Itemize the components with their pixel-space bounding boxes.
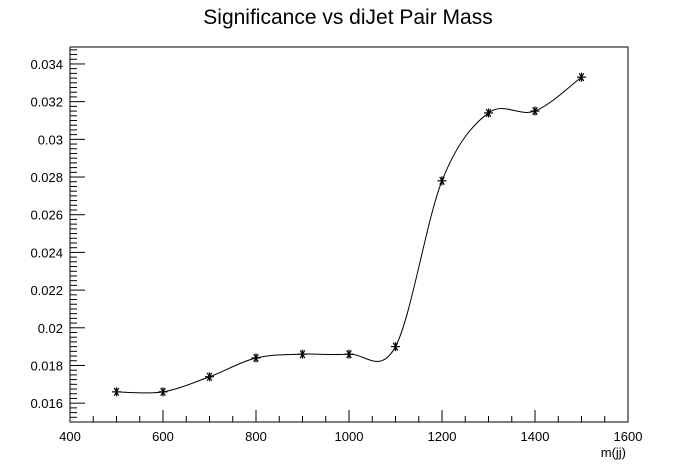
y-tick-label: 0.026 bbox=[30, 208, 63, 223]
x-tick-label: 400 bbox=[59, 429, 81, 444]
data-point bbox=[205, 372, 214, 382]
y-tick-label: 0.016 bbox=[30, 396, 63, 411]
series-line bbox=[116, 76, 582, 394]
x-tick-label: 1600 bbox=[614, 429, 643, 444]
x-axis-ticks: 400 600 800 1000 1200 1400 1600 bbox=[59, 410, 642, 444]
data-point bbox=[530, 106, 540, 116]
plot-frame bbox=[69, 46, 629, 423]
x-axis-label: m(jj) bbox=[601, 445, 626, 460]
x-tick-label: 1200 bbox=[428, 429, 457, 444]
y-tick-label: 0.028 bbox=[30, 170, 63, 185]
data-point bbox=[484, 108, 493, 118]
chart-title: Significance vs diJet Pair Mass bbox=[203, 6, 492, 29]
data-point bbox=[437, 176, 447, 186]
y-tick-label: 0.03 bbox=[38, 132, 63, 147]
y-tick-label: 0.022 bbox=[30, 283, 63, 298]
data-point bbox=[391, 342, 400, 352]
data-point bbox=[158, 387, 168, 397]
x-tick-label: 800 bbox=[245, 429, 267, 444]
y-tick-label: 0.032 bbox=[30, 95, 63, 110]
data-markers bbox=[112, 72, 586, 397]
y-tick-label: 0.02 bbox=[38, 321, 63, 336]
y-tick-label: 0.034 bbox=[30, 57, 63, 72]
data-point bbox=[112, 387, 121, 397]
y-tick-label: 0.018 bbox=[30, 358, 63, 373]
data-point bbox=[251, 353, 261, 363]
x-tick-label: 1000 bbox=[335, 429, 364, 444]
x-tick-label: 600 bbox=[152, 429, 174, 444]
data-point bbox=[298, 349, 307, 359]
x-tick-label: 1400 bbox=[521, 429, 550, 444]
minor-ticks bbox=[70, 49, 606, 423]
data-point bbox=[577, 72, 586, 82]
y-tick-label: 0.024 bbox=[30, 245, 63, 260]
data-point bbox=[344, 349, 354, 359]
y-axis-ticks: 0.016 0.018 0.02 0.022 0.024 0.026 0.028 0.03 0.… bbox=[30, 57, 85, 411]
